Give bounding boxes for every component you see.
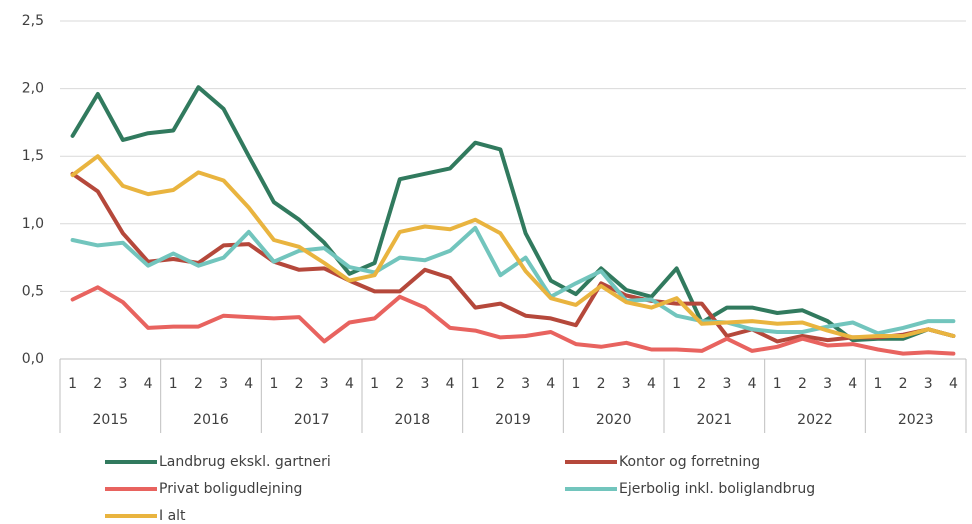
x-tick-label: 2 <box>496 376 505 392</box>
x-tick-label: 4 <box>748 376 757 392</box>
x-tick-label: 2 <box>597 376 606 392</box>
y-tick-label: 0,5 <box>22 283 44 299</box>
x-tick-label: 3 <box>924 376 933 392</box>
legend-label: Ejerbolig inkl. boliglandbrug <box>619 481 815 497</box>
x-tick-label: 1 <box>672 376 681 392</box>
x-tick-label: 1 <box>169 376 178 392</box>
series-line <box>70 85 956 343</box>
x-tick-label: 1 <box>269 376 278 392</box>
y-tick-label: 1,5 <box>22 148 44 164</box>
legend-label: Kontor og forretning <box>619 454 760 470</box>
x-tick-label: 2 <box>194 376 203 392</box>
x-tick-label: 1 <box>370 376 379 392</box>
x-tick-label: 3 <box>521 376 530 392</box>
x-tick-label: 2 <box>295 376 304 392</box>
legend-label: Privat boligudlejning <box>159 481 302 497</box>
y-tick-label: 1,0 <box>22 216 44 232</box>
x-tick-label: 3 <box>320 376 329 392</box>
x-group-label: 2022 <box>797 412 833 428</box>
x-tick-label: 3 <box>823 376 832 392</box>
x-group-label: 2016 <box>193 412 229 428</box>
series-line <box>70 171 956 344</box>
y-tick-label: 2,5 <box>22 13 44 29</box>
x-tick-label: 4 <box>446 376 455 392</box>
x-tick-label: 4 <box>144 376 153 392</box>
x-tick-label: 2 <box>93 376 102 392</box>
x-tick-label: 1 <box>773 376 782 392</box>
x-group-label: 2023 <box>898 412 934 428</box>
x-tick-label: 2 <box>899 376 908 392</box>
x-tick-label: 1 <box>68 376 77 392</box>
x-group-label: 2021 <box>697 412 733 428</box>
legend-label: Landbrug ekskl. gartneri <box>159 454 331 470</box>
x-tick-label: 3 <box>118 376 127 392</box>
x-tick-label: 4 <box>848 376 857 392</box>
series-line <box>70 154 956 340</box>
x-tick-label: 1 <box>471 376 480 392</box>
x-tick-label: 3 <box>420 376 429 392</box>
y-tick-label: 2,0 <box>22 81 44 97</box>
x-group-label: 2018 <box>395 412 431 428</box>
x-tick-label: 2 <box>395 376 404 392</box>
x-tick-label: 4 <box>345 376 354 392</box>
x-group-label: 2019 <box>495 412 531 428</box>
x-tick-label: 4 <box>647 376 656 392</box>
x-tick-label: 2 <box>697 376 706 392</box>
x-tick-label: 4 <box>949 376 958 392</box>
x-tick-label: 3 <box>219 376 228 392</box>
series-line <box>70 285 956 356</box>
x-tick-label: 4 <box>546 376 555 392</box>
x-group-label: 2015 <box>93 412 129 428</box>
x-tick-label: 2 <box>798 376 807 392</box>
x-group-label: 2017 <box>294 412 330 428</box>
series-line <box>70 225 956 336</box>
x-tick-label: 3 <box>722 376 731 392</box>
x-group-label: 2020 <box>596 412 632 428</box>
legend-label: I alt <box>159 508 186 524</box>
x-tick-label: 4 <box>244 376 253 392</box>
y-tick-label: 0,0 <box>22 351 44 367</box>
x-tick-label: 1 <box>873 376 882 392</box>
x-tick-label: 3 <box>622 376 631 392</box>
x-tick-label: 1 <box>571 376 580 392</box>
